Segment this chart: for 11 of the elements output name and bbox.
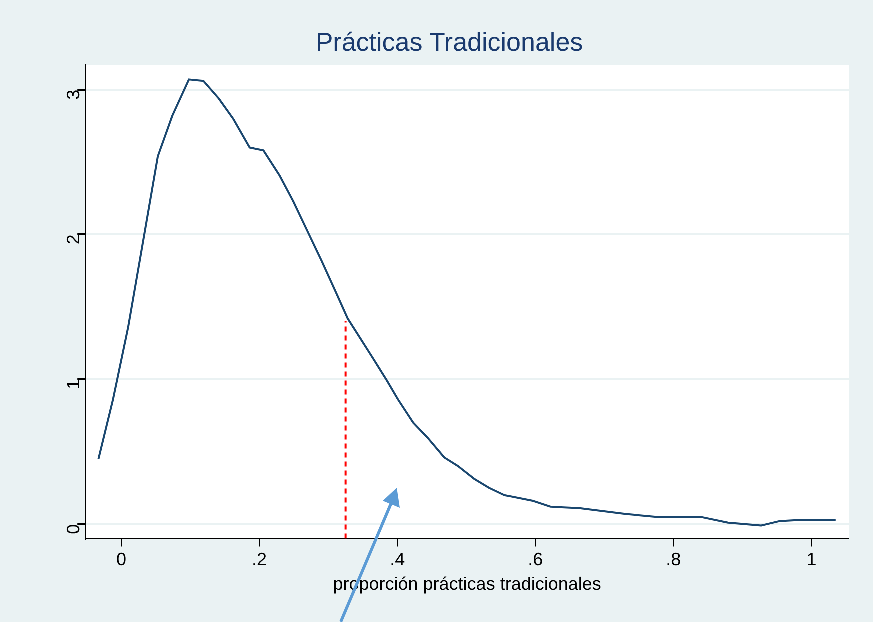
x-tick-label: 1 [806,550,817,570]
x-tick-label: .8 [666,550,682,570]
y-tick-label: 1 [64,379,84,390]
x-tick-label: .2 [252,550,268,570]
y-tick-label: 0 [64,524,84,534]
chart-title: Prácticas Tradicionales [316,26,584,57]
y-tick-label: 2 [64,234,84,245]
x-tick-label: 0 [116,550,126,570]
x-tick-label: .6 [528,550,544,570]
x-tick-label: .4 [390,550,406,570]
y-tick-label: 3 [64,90,84,100]
